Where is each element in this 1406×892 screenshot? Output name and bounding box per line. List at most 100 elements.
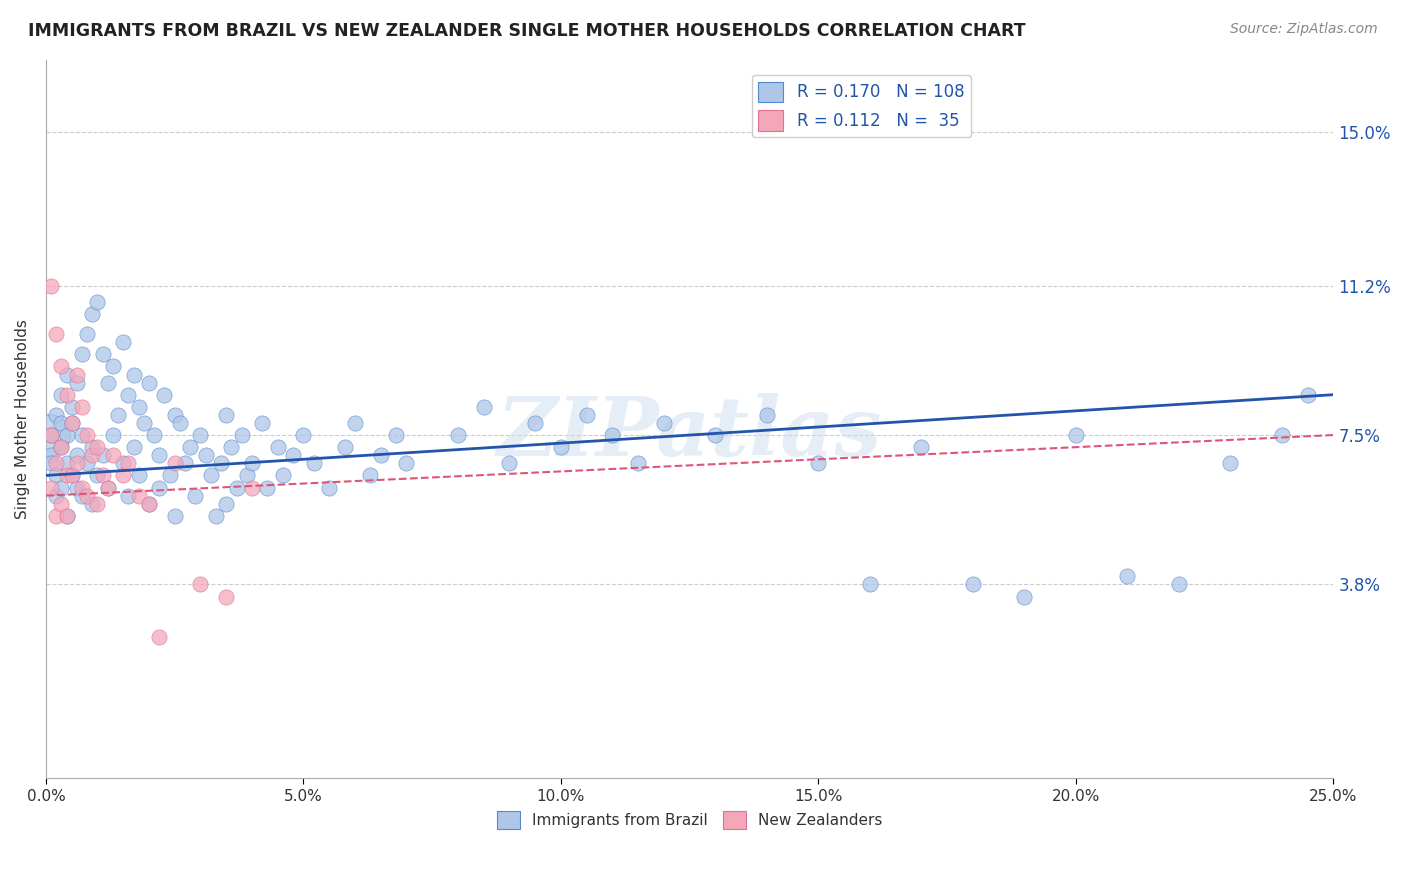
- Point: [112, 456, 135, 470]
- Point: [209, 456, 232, 470]
- Point: [117, 489, 139, 503]
- Point: [163, 408, 186, 422]
- Point: [117, 387, 139, 401]
- Point: [240, 456, 263, 470]
- Point: [45, 456, 67, 470]
- Point: [174, 456, 197, 470]
- Point: [91, 448, 114, 462]
- Point: [333, 440, 356, 454]
- Point: [524, 416, 547, 430]
- Point: [55, 508, 77, 523]
- Legend: Immigrants from Brazil, New Zealanders: Immigrants from Brazil, New Zealanders: [491, 805, 889, 835]
- Point: [38, 428, 60, 442]
- Point: [148, 481, 170, 495]
- Point: [39, 448, 62, 462]
- Point: [359, 468, 381, 483]
- Point: [60, 468, 83, 483]
- Point: [91, 347, 114, 361]
- Point: [205, 508, 228, 523]
- Point: [60, 468, 83, 483]
- Point: [200, 468, 222, 483]
- Point: [231, 428, 253, 442]
- Point: [159, 468, 181, 483]
- Point: [86, 440, 108, 454]
- Point: [128, 468, 150, 483]
- Point: [472, 400, 495, 414]
- Point: [292, 428, 315, 442]
- Point: [97, 481, 120, 495]
- Point: [138, 497, 160, 511]
- Point: [627, 456, 650, 470]
- Point: [163, 508, 186, 523]
- Point: [143, 428, 166, 442]
- Point: [318, 481, 340, 495]
- Point: [1167, 577, 1189, 591]
- Point: [60, 416, 83, 430]
- Point: [1219, 456, 1241, 470]
- Point: [704, 428, 727, 442]
- Point: [45, 327, 67, 342]
- Point: [755, 408, 778, 422]
- Point: [55, 508, 77, 523]
- Point: [112, 468, 135, 483]
- Point: [76, 456, 98, 470]
- Point: [51, 497, 73, 511]
- Point: [51, 359, 73, 374]
- Point: [76, 327, 98, 342]
- Point: [117, 456, 139, 470]
- Point: [190, 428, 212, 442]
- Point: [66, 481, 89, 495]
- Y-axis label: Single Mother Households: Single Mother Households: [15, 319, 30, 519]
- Point: [39, 456, 62, 470]
- Point: [45, 508, 67, 523]
- Point: [70, 347, 93, 361]
- Point: [128, 489, 150, 503]
- Text: Source: ZipAtlas.com: Source: ZipAtlas.com: [1230, 22, 1378, 37]
- Point: [163, 456, 186, 470]
- Point: [190, 577, 212, 591]
- Point: [70, 489, 93, 503]
- Point: [267, 440, 290, 454]
- Point: [370, 448, 392, 462]
- Point: [550, 440, 572, 454]
- Point: [283, 448, 305, 462]
- Point: [86, 294, 108, 309]
- Point: [82, 497, 104, 511]
- Point: [122, 440, 145, 454]
- Point: [138, 497, 160, 511]
- Point: [60, 416, 83, 430]
- Point: [179, 440, 201, 454]
- Point: [82, 440, 104, 454]
- Point: [910, 440, 932, 454]
- Point: [66, 368, 89, 382]
- Point: [184, 489, 207, 503]
- Point: [498, 456, 520, 470]
- Point: [221, 440, 243, 454]
- Point: [70, 428, 93, 442]
- Point: [55, 368, 77, 382]
- Point: [252, 416, 274, 430]
- Point: [97, 376, 120, 390]
- Point: [82, 307, 104, 321]
- Point: [1064, 428, 1087, 442]
- Point: [215, 408, 238, 422]
- Point: [91, 468, 114, 483]
- Point: [45, 489, 67, 503]
- Point: [70, 481, 93, 495]
- Point: [652, 416, 675, 430]
- Point: [859, 577, 882, 591]
- Point: [39, 481, 62, 495]
- Point: [51, 416, 73, 430]
- Point: [86, 497, 108, 511]
- Point: [215, 497, 238, 511]
- Point: [1116, 569, 1139, 583]
- Point: [39, 278, 62, 293]
- Point: [447, 428, 470, 442]
- Point: [962, 577, 984, 591]
- Point: [343, 416, 366, 430]
- Point: [45, 408, 67, 422]
- Point: [76, 428, 98, 442]
- Point: [132, 416, 155, 430]
- Point: [82, 448, 104, 462]
- Text: IMMIGRANTS FROM BRAZIL VS NEW ZEALANDER SINGLE MOTHER HOUSEHOLDS CORRELATION CHA: IMMIGRANTS FROM BRAZIL VS NEW ZEALANDER …: [28, 22, 1026, 40]
